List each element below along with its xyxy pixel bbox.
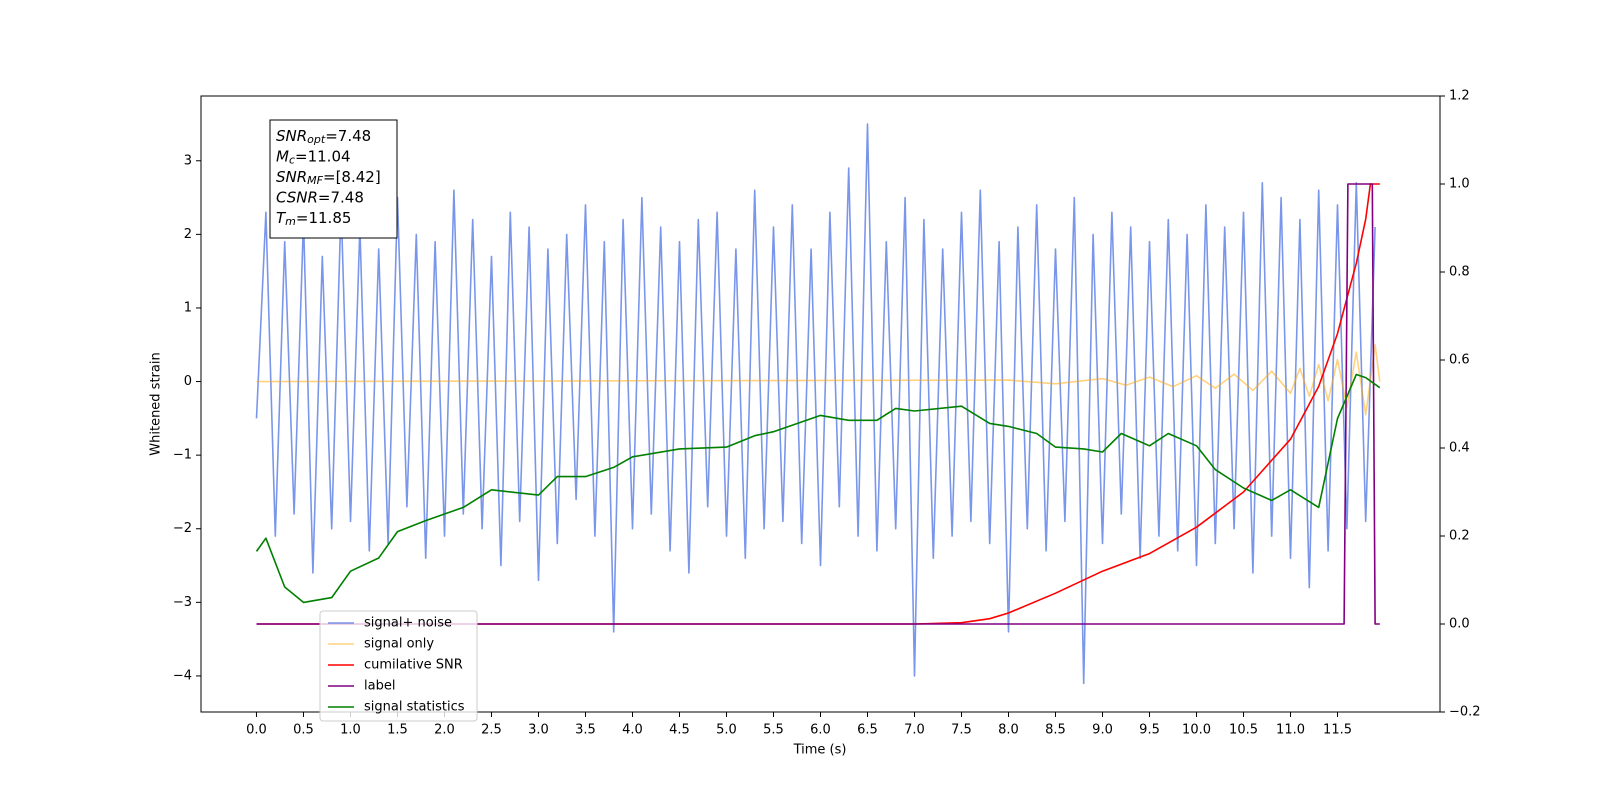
annotation-base: CSNR	[276, 188, 318, 206]
y-tick-label: 0	[184, 374, 192, 389]
legend-label: signal statistics	[364, 700, 465, 715]
x-tick-label: 6.5	[857, 723, 878, 738]
y2-tick-label: 1.0	[1449, 177, 1470, 192]
x-tick-label: 5.0	[716, 723, 737, 738]
y-tick-label: 3	[184, 153, 192, 168]
annotation: Tm=11.85	[276, 209, 351, 229]
x-axis-label: Time (s)	[793, 743, 847, 758]
annotation-sub: m	[285, 215, 296, 228]
legend-label: label	[364, 679, 395, 694]
legend-box	[319, 610, 478, 722]
x-tick-label: 1.5	[387, 723, 408, 738]
x-tick-label: 2.0	[434, 723, 455, 738]
y-tick-label: −2	[173, 521, 192, 536]
annotation-base: M	[276, 147, 289, 165]
annotation-base: T	[276, 209, 287, 227]
y-tick-label: −3	[173, 595, 192, 610]
x-tick-label: 4.5	[669, 723, 690, 738]
x-tick-label: 5.5	[763, 723, 784, 738]
y2-tick-label: −0.2	[1449, 705, 1481, 720]
y2-tick-label: 0.6	[1449, 353, 1470, 368]
x-tick-label: 11.0	[1276, 723, 1305, 738]
x-tick-label: 0.5	[293, 723, 314, 738]
x-tick-label: 8.0	[998, 723, 1019, 738]
annotation-sub: opt	[307, 133, 326, 146]
annotation-base: SNR	[276, 168, 307, 186]
y-axis-label: Whitened strain	[149, 352, 164, 455]
x-tick-label: 2.5	[481, 723, 502, 738]
x-tick-label: 3.5	[575, 723, 596, 738]
annotation-value: =7.48	[325, 127, 371, 145]
x-tick-label: 7.5	[951, 723, 972, 738]
y2-tick-label: 0.0	[1449, 617, 1470, 632]
annotation: Mc=11.04	[276, 147, 351, 167]
x-tick-label: 9.5	[1139, 723, 1160, 738]
annotation-sub: c	[289, 154, 295, 167]
y2-tick-label: 0.4	[1449, 441, 1470, 456]
y2-tick-label: 0.8	[1449, 265, 1470, 280]
annotation: CSNR=7.48	[276, 188, 364, 206]
annotation-value: =[8.42]	[323, 168, 381, 186]
annotation-box	[269, 119, 398, 239]
x-tick-label: 10.5	[1229, 723, 1258, 738]
x-tick-label: 1.0	[340, 723, 361, 738]
y-tick-label: 2	[184, 227, 192, 242]
x-tick-label: 10.0	[1182, 723, 1211, 738]
legend-label: signal only	[364, 637, 434, 652]
y2-tick-label: 0.2	[1449, 529, 1470, 544]
legend-label: cumilative SNR	[364, 658, 463, 673]
annotation: SNRopt=7.48	[276, 127, 371, 147]
x-tick-label: 8.5	[1045, 723, 1066, 738]
x-tick-label: 6.0	[810, 723, 831, 738]
y2-tick-label: 1.2	[1449, 89, 1470, 104]
x-tick-label: 11.5	[1323, 723, 1352, 738]
annotation: SNRMF=[8.42]	[276, 168, 381, 188]
x-tick-label: 3.0	[528, 723, 549, 738]
x-tick-label: 9.0	[1092, 723, 1113, 738]
annotation-value: =11.04	[295, 147, 351, 165]
series-line	[256, 183, 1380, 625]
x-tick-label: 4.0	[622, 723, 643, 738]
annotation-value: =11.85	[296, 209, 352, 227]
series-line	[255, 373, 1381, 604]
legend-label: signal+ noise	[364, 616, 452, 631]
y-tick-label: −4	[173, 668, 192, 683]
annotation-value: =7.48	[318, 188, 364, 206]
y-tick-label: −1	[173, 448, 192, 463]
y-tick-label: 1	[184, 300, 192, 315]
series-line	[255, 123, 1376, 685]
annotation-sub: MF	[307, 174, 323, 187]
x-tick-label: 0.0	[246, 723, 267, 738]
annotation-base: SNR	[276, 127, 307, 145]
x-tick-label: 7.0	[904, 723, 925, 738]
series-line	[256, 183, 1380, 625]
